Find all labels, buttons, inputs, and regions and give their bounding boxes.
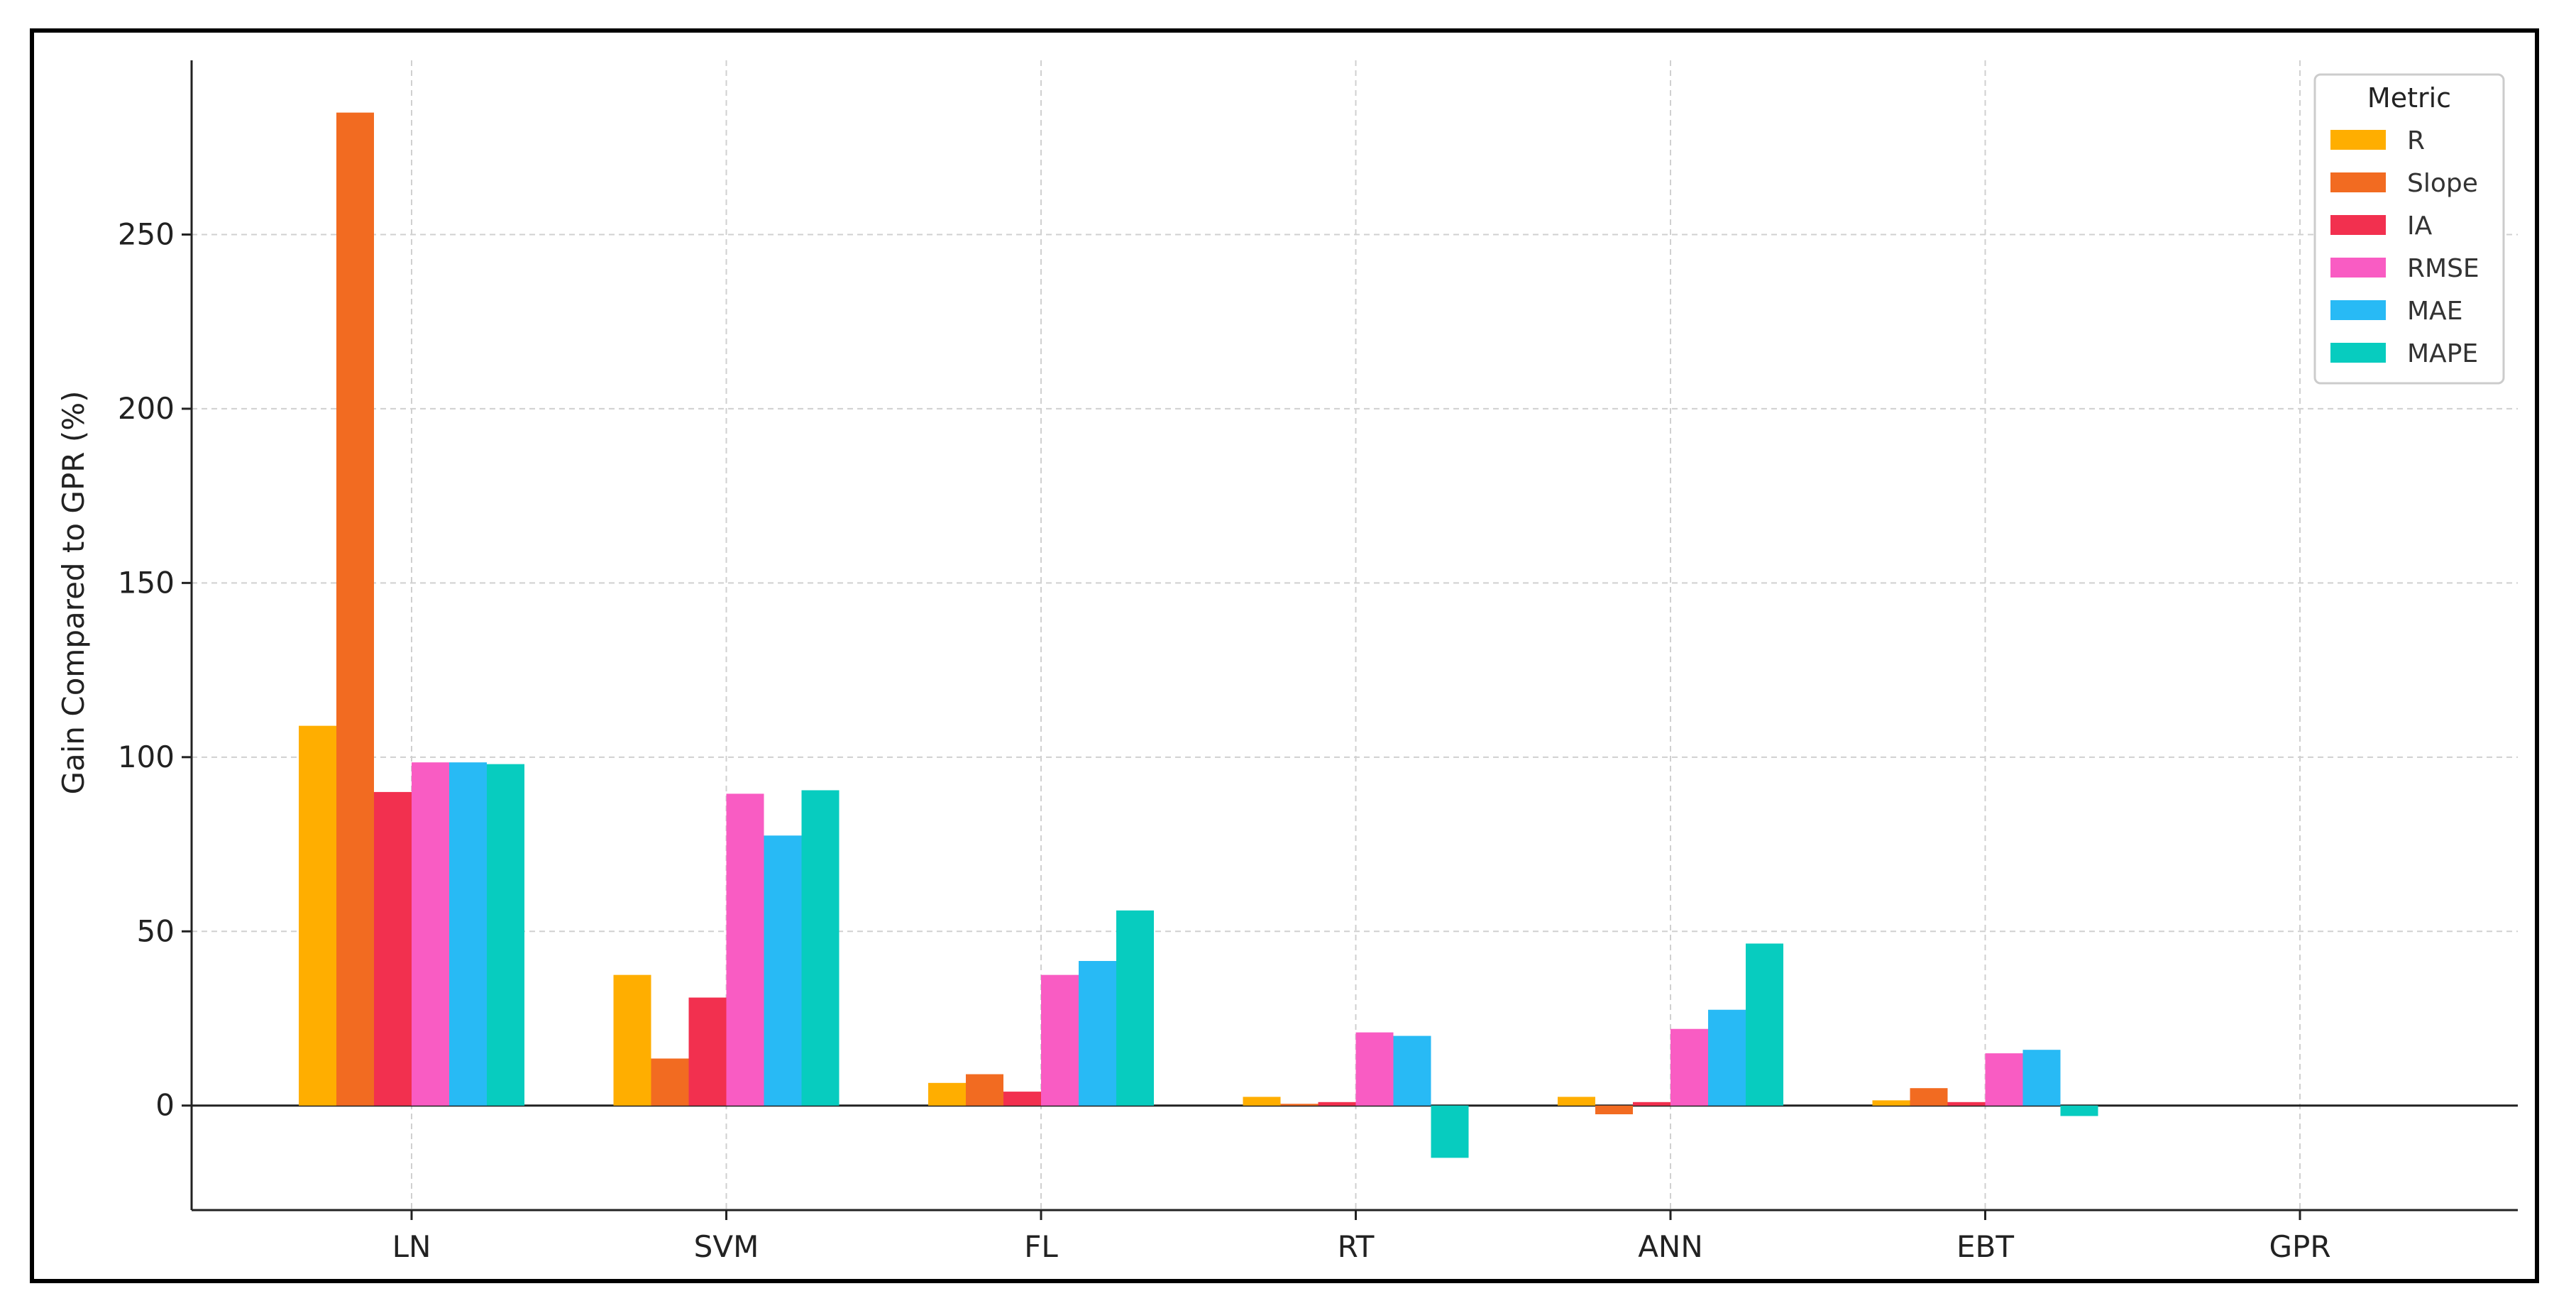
bar-rmse-fl (1041, 974, 1079, 1106)
bar-slope-svm (651, 1058, 689, 1106)
bar-r-ebt (1872, 1100, 1910, 1106)
bar-mae-ln (449, 762, 487, 1106)
bar-mae-svm (764, 835, 802, 1106)
x-tick-label: SVM (694, 1229, 759, 1264)
bar-mape-svm (801, 790, 840, 1106)
legend-label-mae: MAE (2407, 297, 2462, 326)
legend-swatch-r (2330, 130, 2386, 150)
legend-title: Metric (2367, 82, 2451, 114)
y-tick-label: 50 (137, 913, 175, 948)
legend-swatch-ia (2330, 215, 2386, 235)
bar-ia-fl (1003, 1092, 1041, 1106)
y-tick-label: 0 (155, 1088, 175, 1123)
axes (182, 60, 2518, 1220)
x-tick-label: GPR (2269, 1229, 2330, 1264)
x-tick-label: LN (392, 1229, 431, 1264)
bar-mae-ann (1708, 1009, 1746, 1106)
y-tick-label: 100 (118, 740, 175, 774)
bar-ia-svm (688, 997, 727, 1106)
bar-mape-ln (487, 764, 524, 1106)
grid-lines (192, 60, 2518, 1210)
legend-swatch-mae (2330, 300, 2386, 320)
bar-slope-ebt (1910, 1088, 1948, 1106)
legend-label-ia: IA (2407, 211, 2433, 241)
bar-r-rt (1243, 1097, 1281, 1106)
bar-mape-ann (1746, 943, 1783, 1106)
bar-ia-ln (374, 791, 412, 1106)
bar-mape-ebt (2060, 1105, 2098, 1116)
bar-rmse-rt (1355, 1032, 1394, 1106)
y-tick-label: 250 (118, 216, 175, 251)
bar-rmse-ann (1670, 1028, 1708, 1106)
bars (299, 112, 2098, 1158)
bar-mae-ebt (2022, 1050, 2061, 1106)
bar-r-ln (299, 725, 336, 1106)
bar-slope-fl (966, 1074, 1003, 1106)
bar-mae-rt (1393, 1035, 1431, 1106)
x-tick-label: EBT (1956, 1229, 2014, 1264)
bar-mape-rt (1431, 1105, 1469, 1158)
bar-mape-fl (1116, 910, 1154, 1106)
legend-swatch-slope (2330, 172, 2386, 192)
x-tick-label: ANN (1638, 1229, 1703, 1264)
bar-rmse-ln (412, 762, 449, 1106)
legend-label-rmse: RMSE (2407, 254, 2479, 283)
y-tick-label: 150 (118, 565, 175, 600)
legend-label-mape: MAPE (2407, 339, 2478, 368)
x-tick-label: RT (1338, 1229, 1375, 1264)
legend: Metric R Slope IA RMSE MAE MAPE (2313, 73, 2505, 385)
bar-slope-ln (336, 112, 374, 1106)
bar-mae-fl (1079, 961, 1116, 1106)
legend-label-slope: Slope (2407, 169, 2478, 198)
bar-r-ann (1558, 1097, 1595, 1106)
bar-slope-ann (1595, 1105, 1633, 1114)
bar-rmse-svm (726, 793, 764, 1106)
bar-r-fl (928, 1082, 966, 1106)
bar-ia-ann (1633, 1102, 1670, 1106)
tick-labels: 0 50 100 150 200 250 LN SVM FL RT ANN EBT GPR (118, 216, 2331, 1264)
bar-slope-rt (1280, 1104, 1319, 1106)
bar-rmse-ebt (1985, 1053, 2023, 1106)
bar-ia-ebt (1947, 1102, 1986, 1106)
bar-ia-rt (1318, 1102, 1356, 1106)
y-tick-label: 200 (118, 391, 175, 426)
y-axis-label: Gain Compared to GPR (%) (56, 390, 91, 794)
legend-label-r: R (2407, 126, 2425, 155)
legend-swatch-rmse (2330, 258, 2386, 278)
bar-r-svm (613, 974, 651, 1106)
x-tick-label: FL (1024, 1229, 1058, 1264)
legend-swatch-mape (2330, 343, 2386, 363)
